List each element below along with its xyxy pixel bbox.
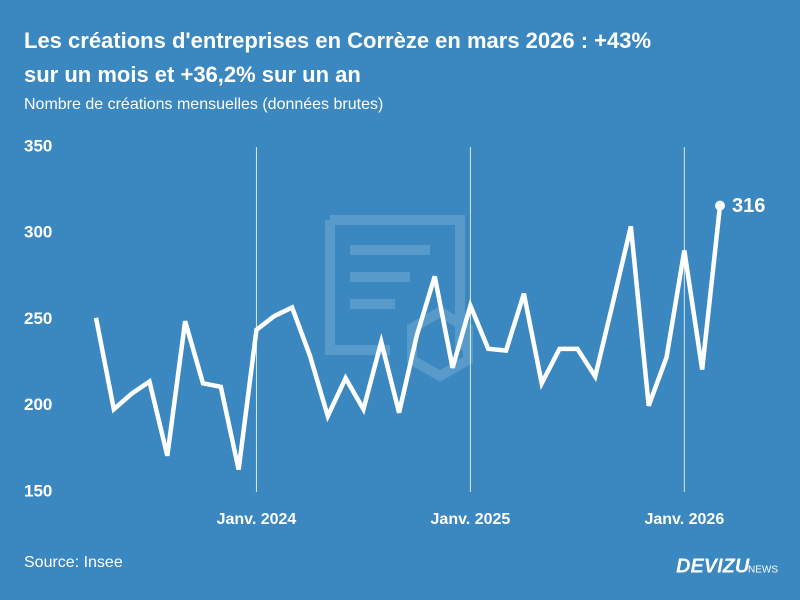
- series-line: [93, 205, 723, 471]
- chart-subtitle: Nombre de créations mensuelles (données …: [24, 96, 383, 113]
- chart-title: Les créations d'entreprises en Corrèze e…: [24, 28, 651, 53]
- x-tick-label: Janv. 2025: [431, 511, 511, 528]
- y-tick-label: 300: [24, 223, 52, 242]
- y-tick-label: 350: [24, 136, 52, 155]
- chart-title: sur un mois et +36,2% sur un an: [24, 62, 361, 87]
- watermark: [325, 215, 473, 382]
- end-point: [715, 200, 725, 211]
- brand: DEVIZU: [676, 555, 750, 577]
- x-tick-label: Janv. 2026: [644, 511, 724, 528]
- x-tick-label: Janv. 2024: [217, 511, 297, 528]
- source: Source: Insee: [24, 554, 123, 571]
- end-label: 316: [732, 195, 765, 217]
- y-tick-label: 150: [24, 481, 52, 500]
- y-tick-label: 250: [24, 309, 52, 328]
- brand-suffix: NEWS: [748, 565, 778, 576]
- y-tick-label: 200: [24, 395, 52, 414]
